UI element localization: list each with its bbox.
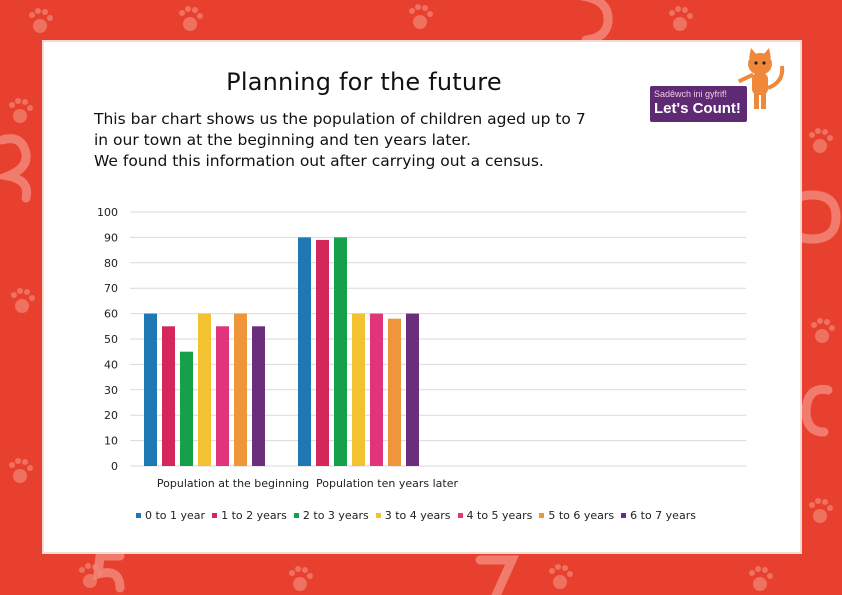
number-shape-icon [0,134,32,203]
paw-print-icon [289,566,313,591]
bar-chart: 0 10 20 30 40 50 60 70 80 90 100 Population at the … [97,206,746,490]
logo-badge: Sadêwch ini gyfrif! Let's Count! [650,86,747,122]
legend-item: 4 to 5 years [457,509,533,522]
bar-2-3 [334,237,347,466]
x-category-label: Population at the beginning [157,477,309,490]
page-title: Planning for the future [226,68,502,96]
y-tick-label: 10 [104,435,118,448]
description-line: in our town at the beginning and ten yea… [94,131,471,149]
paw-print-icon [669,6,693,31]
bar-2-2 [316,239,329,466]
y-tick-label: 70 [104,282,118,295]
lets-count-logo: Sadêwch ini gyfrif! Let's Count! [650,48,785,122]
paw-print-icon [549,564,573,589]
bar-2-1 [298,237,311,466]
bar-2-4 [352,313,365,466]
bar-1-2 [162,326,175,466]
legend-item: 1 to 2 years [212,509,287,522]
legend-swatch [212,513,218,518]
paw-print-icon [809,128,833,153]
legend-item: 2 to 3 years [293,509,369,522]
y-tick-label: 50 [104,333,118,346]
bar-1-6 [234,313,247,466]
paw-print-icon [9,98,33,123]
content-card: Planning for the future This bar chart s… [44,42,800,552]
paw-print-icon [29,8,53,33]
number-shape-icon [579,0,613,45]
paw-print-icon [749,566,773,591]
logo-welsh-text: Sadêwch ini gyfrif! [654,89,728,99]
description-line: We found this information out after carr… [94,152,544,170]
legend-swatch [457,513,463,518]
paw-print-icon [811,318,835,343]
y-tick-label: 40 [104,358,118,371]
legend-label: 5 to 6 years [548,509,615,522]
legend-label: 6 to 7 years [630,509,696,522]
y-tick-label: 60 [104,308,118,321]
cat-mascot-icon [737,48,785,109]
legend-label: 0 to 1 year [145,509,206,522]
paw-print-icon [809,498,833,523]
bar-1-5 [216,326,229,466]
legend-swatch [621,513,627,518]
chart-legend: 0 to 1 year 1 to 2 years 2 to 3 years 3 to … [136,509,696,522]
legend-label: 1 to 2 years [221,509,287,522]
bar-2-6 [388,318,401,466]
bar-2-5 [370,313,383,466]
bar-2-7 [406,313,419,466]
legend-item: 3 to 4 years [375,509,451,522]
paw-print-icon [11,288,35,313]
paw-print-icon [409,4,433,29]
bar-1-1 [144,313,157,466]
y-tick-label: 100 [97,206,118,219]
description-line: This bar chart shows us the population o… [94,110,586,128]
y-tick-label: 90 [104,231,118,244]
number-shape-icon [92,551,125,593]
x-category-label: Population ten years later [316,477,458,490]
legend-swatch [293,513,299,518]
bar-1-3 [180,351,193,466]
legend-item: 6 to 7 years [621,509,696,522]
y-tick-label: 30 [104,384,118,397]
legend-item: 0 to 1 year [136,509,205,522]
chart-description: This bar chart shows us the population o… [94,109,654,172]
logo-english-text: Let's Count! [654,100,741,117]
bar-1-7 [252,326,265,466]
legend-item: 5 to 6 years [539,509,614,522]
legend-swatch [375,513,381,518]
legend-label: 3 to 4 years [384,509,451,522]
paw-print-icon [179,6,203,31]
legend-swatch [136,513,141,518]
legend-label: 2 to 3 years [302,509,369,522]
legend-swatch [539,513,545,518]
y-tick-label: 80 [104,257,118,270]
y-tick-label: 20 [104,409,118,422]
y-tick-label: 0 [111,460,118,473]
legend-label: 4 to 5 years [466,509,533,522]
number-shape-icon [475,555,519,595]
number-shape-icon [801,384,833,437]
paw-print-icon [9,458,33,483]
bar-1-4 [198,313,211,466]
